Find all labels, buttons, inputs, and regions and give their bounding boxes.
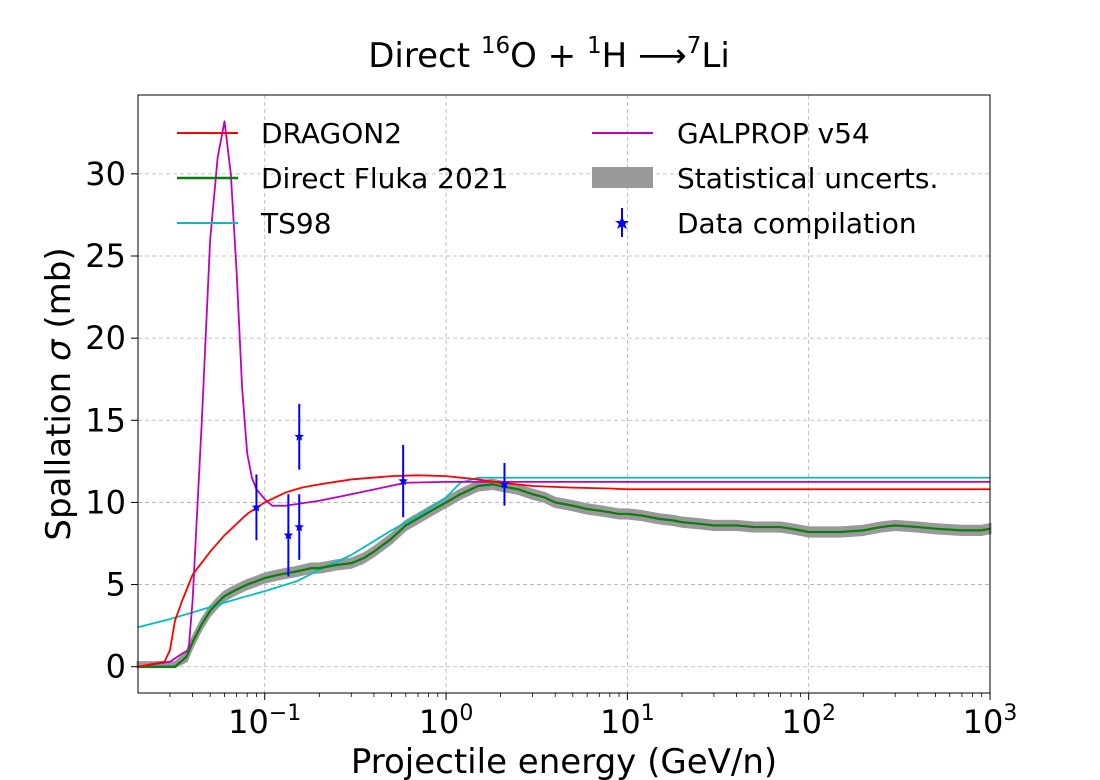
fluka-line bbox=[138, 483, 991, 668]
dragon2-line bbox=[137, 474, 990, 668]
chart-title: Direct 16O + 1H ⟶7Li bbox=[368, 33, 730, 76]
x-axis-label: Projectile energy (GeV/n) bbox=[351, 742, 777, 780]
y-tick-label: 15 bbox=[85, 401, 126, 439]
x-tick-label: 10−1 bbox=[228, 701, 301, 741]
legend: DRAGON2 Direct Fluka 2021 TS98 GALPROP v… bbox=[177, 117, 938, 240]
y-tick-label: 30 bbox=[85, 155, 126, 193]
series-lines-layer bbox=[137, 120, 991, 668]
data-point bbox=[294, 403, 304, 470]
x-tick-label: 103 bbox=[963, 701, 1018, 741]
legend-swatch-data bbox=[615, 208, 629, 237]
y-tick-label: 20 bbox=[85, 319, 126, 357]
galprop-line bbox=[137, 120, 990, 668]
x-tick-label: 101 bbox=[600, 701, 655, 741]
x-tick-label: 100 bbox=[419, 701, 474, 741]
uncertainty-band-layer bbox=[136, 478, 992, 669]
grid-lines bbox=[138, 95, 990, 693]
ts98-line bbox=[137, 476, 990, 629]
legend-label-galprop: GALPROP v54 bbox=[677, 117, 870, 150]
data-points-layer bbox=[251, 403, 510, 577]
y-tick-label: 5 bbox=[106, 566, 126, 604]
data-point bbox=[283, 494, 294, 577]
x-tick-label: 102 bbox=[781, 701, 836, 741]
y-tick-label: 0 bbox=[106, 648, 126, 686]
y-axis-ticks: 0 5 10 15 20 25 30 bbox=[85, 155, 138, 686]
data-point bbox=[499, 463, 510, 506]
data-point bbox=[398, 444, 408, 518]
legend-label-dragon2: DRAGON2 bbox=[261, 117, 402, 150]
data-point bbox=[251, 474, 262, 541]
y-tick-label: 25 bbox=[85, 237, 126, 275]
data-point bbox=[294, 494, 304, 560]
uncertainty-band bbox=[136, 478, 992, 669]
legend-swatch-uncertainty bbox=[592, 167, 653, 188]
y-tick-label: 10 bbox=[85, 483, 126, 521]
legend-label-fluka: Direct Fluka 2021 bbox=[261, 162, 508, 195]
x-axis-ticks: 10−1 100 101 102 103 bbox=[169, 693, 1018, 741]
y-axis-label: Spallation σ (mb) bbox=[39, 247, 79, 540]
legend-label-ts98: TS98 bbox=[260, 207, 332, 240]
legend-label-uncertainty: Statistical uncerts. bbox=[677, 162, 938, 195]
plot-frame bbox=[137, 94, 991, 694]
legend-label-data: Data compilation bbox=[677, 207, 917, 240]
